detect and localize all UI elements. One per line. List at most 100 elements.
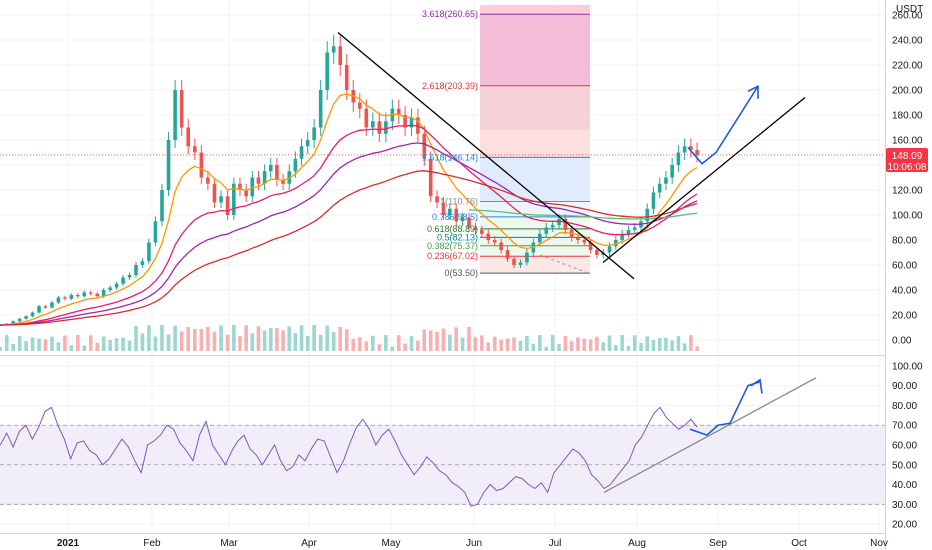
- price-tick-label: 200.00: [892, 86, 923, 97]
- candle-body: [262, 171, 267, 184]
- volume-bar: [632, 335, 637, 351]
- candle-body: [657, 183, 662, 193]
- volume-bar: [409, 336, 414, 351]
- fib-level-label: 1.618(146.14): [422, 152, 478, 162]
- candle-body: [377, 121, 382, 134]
- candle-body: [312, 127, 316, 140]
- volume-bar: [331, 331, 336, 351]
- volume-bar: [17, 335, 22, 351]
- rsi-series-line: [0, 406, 698, 507]
- volume-bar: [232, 325, 236, 351]
- volume-bar: [676, 336, 681, 351]
- volume-bar: [318, 334, 323, 351]
- volume-bar: [614, 345, 618, 351]
- candle-body: [250, 177, 255, 197]
- volume-bar: [69, 345, 74, 351]
- fibonacci-level-labels: 3.618(260.65) 2.618(203.39) 1.618(146.14) 1…: [422, 9, 478, 278]
- candle-body: [88, 292, 93, 294]
- volume-bar: [299, 325, 304, 351]
- candle-body: [305, 140, 310, 147]
- candle-body: [632, 227, 637, 230]
- volume-bar: [121, 337, 125, 351]
- candle-body: [11, 321, 15, 324]
- volume-bar: [82, 345, 87, 351]
- last-price-badge-bg: [886, 148, 928, 172]
- rsi-pane[interactable]: [0, 365, 885, 525]
- rsi-band: [0, 424, 885, 505]
- price-axis[interactable]: USDT 0.00 20.00 40.00 60.00 80.00 100.00 120.0…: [885, 0, 929, 550]
- volume-bar: [219, 325, 223, 351]
- candle-body: [43, 306, 48, 308]
- candle-body: [225, 196, 230, 215]
- candle-body: [192, 146, 197, 153]
- candle-body: [127, 275, 132, 278]
- rsi-tick-label: 60.00: [892, 441, 917, 452]
- time-tick-label: Feb: [143, 538, 161, 549]
- volume-bar: [206, 326, 210, 351]
- volume-bar: [134, 326, 138, 351]
- trendline-drawings[interactable]: [0, 32, 885, 280]
- volume-bar: [56, 342, 61, 351]
- dashed-projection: [539, 254, 591, 275]
- rsi-line: [0, 406, 698, 507]
- volume-bar: [435, 331, 439, 351]
- candle-body: [384, 121, 388, 134]
- volume-bar: [50, 336, 54, 351]
- volume-bar: [595, 336, 599, 351]
- candle-body: [492, 240, 497, 243]
- volume-bar: [467, 327, 471, 351]
- volume-bar: [147, 325, 151, 351]
- volume-bar: [448, 334, 452, 351]
- rsi-ascending-trendline: [603, 377, 817, 494]
- volume-bar: [518, 340, 523, 351]
- time-tick-label: Oct: [791, 538, 807, 549]
- candle-body: [121, 277, 125, 284]
- volume-bar: [664, 337, 668, 351]
- volume-bar: [238, 336, 242, 351]
- candle-body: [390, 108, 395, 122]
- candle-body: [563, 218, 568, 230]
- candle-body: [525, 252, 529, 263]
- volume-bar: [657, 338, 662, 351]
- volume-bar: [695, 346, 699, 351]
- volume-bar: [30, 337, 35, 351]
- price-tick-label: 100.00: [892, 211, 923, 222]
- candle-body: [595, 250, 599, 255]
- volume-bar: [88, 335, 93, 351]
- candle-body: [626, 230, 631, 234]
- price-tick-label: 20.00: [892, 311, 917, 322]
- price-tick-label: 0.00: [892, 336, 912, 347]
- volume-bar: [416, 340, 420, 351]
- volume-bar: [127, 340, 132, 351]
- bar-countdown: 10:06:08: [888, 162, 927, 173]
- volume-bar: [626, 345, 631, 351]
- volume-bar: [153, 336, 158, 351]
- volume-bar: [225, 334, 230, 351]
- candle-body: [651, 192, 656, 209]
- ascending-trendline: [602, 96, 806, 264]
- fib-level-label: 1(110.76): [440, 197, 478, 207]
- candle-body: [153, 221, 158, 243]
- fib-band: [480, 85, 590, 158]
- candle-body: [212, 183, 217, 203]
- volume-bar: [179, 331, 184, 351]
- volume-bar: [499, 339, 503, 351]
- time-tick-label: Apr: [301, 538, 317, 549]
- candle-body: [95, 293, 100, 297]
- candle-body: [344, 65, 349, 90]
- volume-bar: [422, 329, 427, 351]
- candle-body: [480, 230, 484, 234]
- ema-line: [0, 124, 698, 326]
- candle-body: [37, 306, 41, 313]
- rsi-trend-drawings[interactable]: [603, 377, 817, 494]
- projection-arrowhead: [747, 84, 759, 99]
- fib-level-label: 0.618(88.89): [427, 224, 478, 234]
- volume-bar: [377, 344, 382, 351]
- candle-body: [371, 121, 375, 128]
- volume-bar: [371, 335, 375, 351]
- time-axis[interactable]: 2021 Feb Mar Apr May Jun Jul Aug Sep Oct Nov: [0, 533, 888, 550]
- candle-body: [232, 183, 236, 215]
- price-tick-label: 180.00: [892, 111, 923, 122]
- volume-bar: [24, 341, 28, 351]
